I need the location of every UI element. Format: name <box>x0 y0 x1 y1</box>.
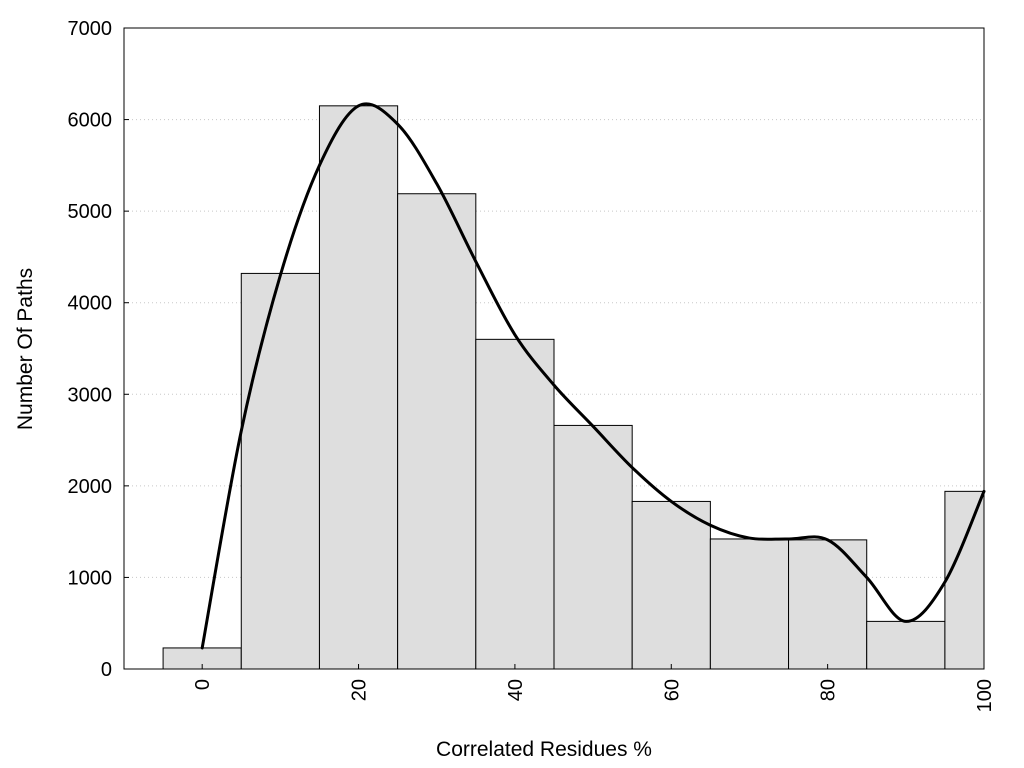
bar-50 <box>553 424 633 670</box>
density-curve-line <box>200 102 986 650</box>
x-tick-label-0: 0 <box>192 679 214 690</box>
y-tick-label-3000: 3000 <box>68 384 113 406</box>
y-tick-label-7000: 7000 <box>68 18 113 40</box>
x-axis-ticks: 0 20 40 60 80 100 <box>192 664 996 712</box>
bar-40 <box>475 338 555 670</box>
density-curve <box>200 102 986 650</box>
y-tick-label-2000: 2000 <box>68 476 113 498</box>
x-tick-label-60: 60 <box>661 679 683 701</box>
x-tick-label-40: 40 <box>505 679 527 701</box>
bar-10 <box>240 272 320 670</box>
y-axis-ticks: 0 1000 2000 3000 4000 5000 6000 7000 <box>68 18 129 681</box>
bar-70 <box>709 538 790 670</box>
y-tick-label-5000: 5000 <box>68 201 113 223</box>
y-tick-label-6000: 6000 <box>68 110 113 132</box>
y-tick-label-0: 0 <box>101 659 112 681</box>
bar-20 <box>318 105 399 670</box>
bar-100 <box>944 490 985 670</box>
bar-60 <box>631 500 711 670</box>
x-tick-label-20: 20 <box>349 679 371 701</box>
x-tick-label-80: 80 <box>818 679 840 701</box>
x-tick-label-100: 100 <box>974 679 996 712</box>
plot-frame <box>123 27 985 670</box>
bar-90 <box>866 620 946 670</box>
y-tick-label-1000: 1000 <box>68 567 113 589</box>
bars <box>162 105 985 670</box>
y-tick-label-4000: 4000 <box>68 293 113 315</box>
bar-80 <box>788 539 868 670</box>
bar-30 <box>397 193 477 670</box>
x-axis-title: Correlated Residues % <box>436 738 652 761</box>
y-axis-title: Number Of Paths <box>14 268 37 430</box>
